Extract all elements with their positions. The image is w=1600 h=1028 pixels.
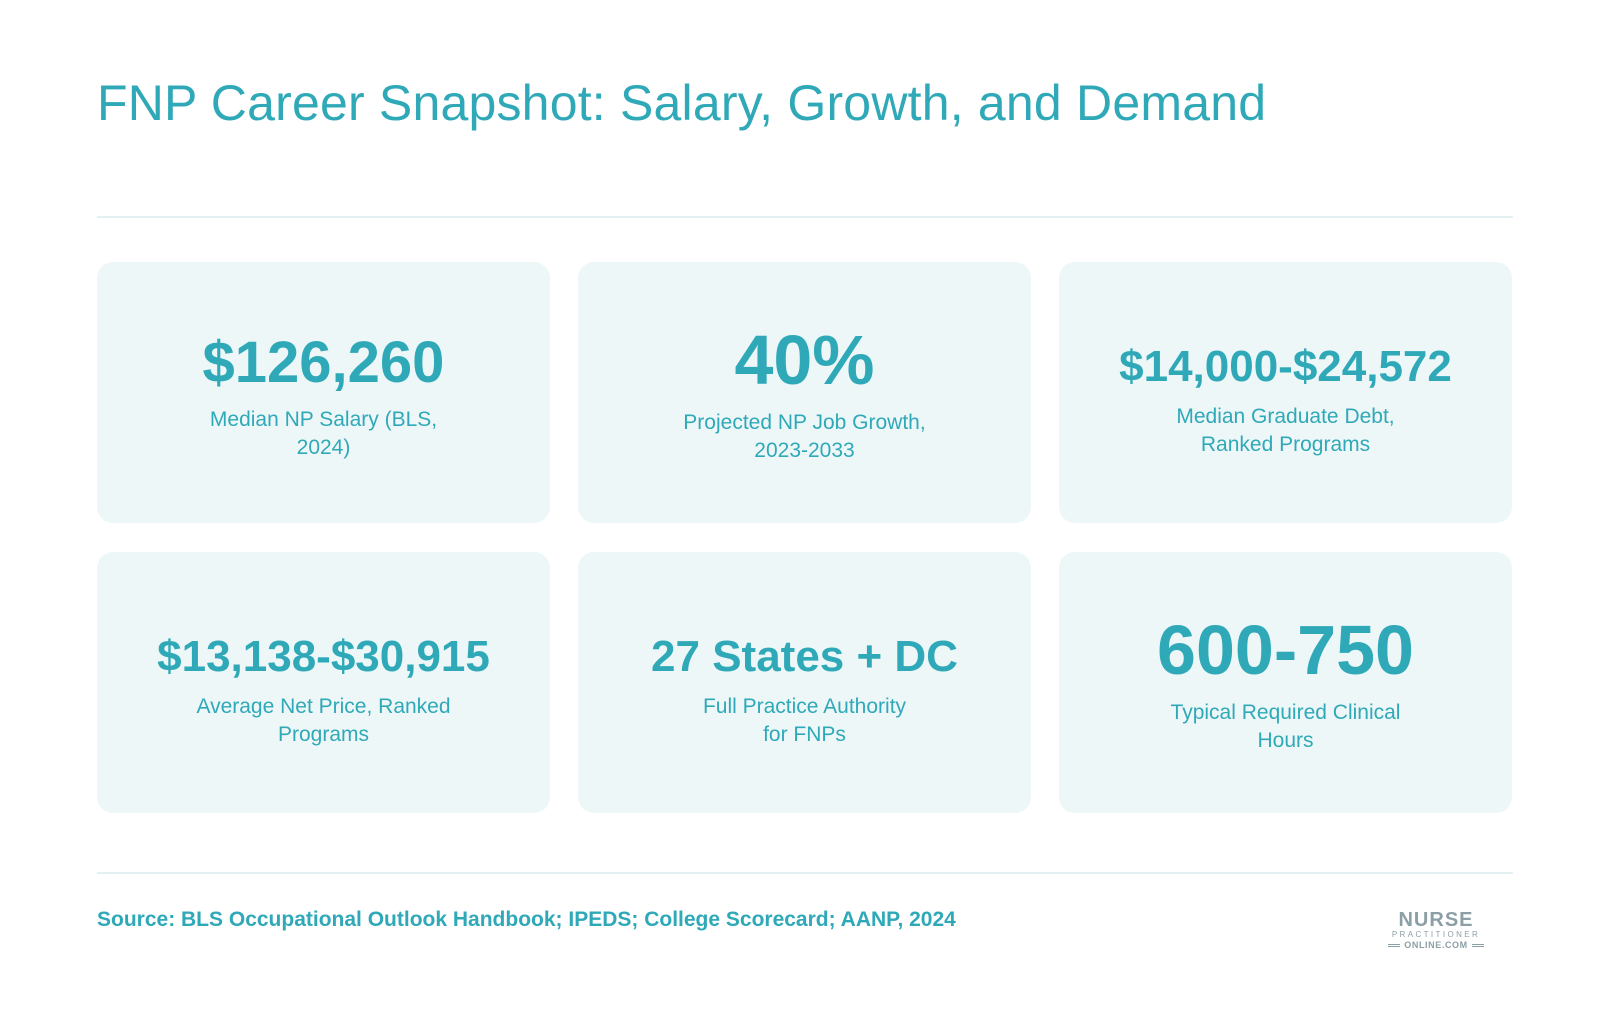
top-divider <box>97 216 1513 218</box>
stat-card-job-growth: 40% Projected NP Job Growth, 2023-2033 <box>578 262 1031 523</box>
page-title: FNP Career Snapshot: Salary, Growth, and… <box>97 75 1267 131</box>
stat-label: Typical Required Clinical Hours <box>1170 700 1401 752</box>
logo-subline: PRACTITIONER <box>1391 930 1481 939</box>
stat-value: $13,138-$30,915 <box>157 631 490 681</box>
bottom-divider <box>97 872 1513 874</box>
logo-domain-text: ONLINE.COM <box>1404 940 1468 950</box>
stat-label: Projected NP Job Growth, 2023-2033 <box>683 410 926 462</box>
stats-grid: $126,260 Median NP Salary (BLS, 2024) 40… <box>97 262 1513 813</box>
logo-dash-icon <box>1388 944 1401 947</box>
stat-card-graduate-debt: $14,000-$24,572 Median Graduate Debt, Ra… <box>1059 262 1512 523</box>
stat-value: $126,260 <box>202 329 445 395</box>
logo-dash-icon <box>1471 944 1484 947</box>
stat-label: Median Graduate Debt, Ranked Programs <box>1176 404 1395 456</box>
stat-value: 600-750 <box>1157 610 1414 689</box>
brand-logo: NURSE PRACTITIONER ONLINE.COM <box>1376 910 1496 951</box>
stat-label: Average Net Price, Ranked Programs <box>196 694 451 746</box>
logo-wordmark: NURSE <box>1398 909 1474 931</box>
stat-card-median-salary: $126,260 Median NP Salary (BLS, 2024) <box>97 262 550 523</box>
source-note: Source: BLS Occupational Outlook Handboo… <box>97 908 956 931</box>
stat-label: Full Practice Authority for FNPs <box>702 694 907 746</box>
logo-domain: ONLINE.COM <box>1376 940 1496 951</box>
stat-card-practice-authority: 27 States + DC Full Practice Authority f… <box>578 552 1031 813</box>
stat-value: $14,000-$24,572 <box>1119 341 1452 391</box>
stat-value: 27 States + DC <box>651 631 958 681</box>
stat-value: 40% <box>734 320 875 399</box>
stat-card-net-price: $13,138-$30,915 Average Net Price, Ranke… <box>97 552 550 813</box>
stat-label: Median NP Salary (BLS, 2024) <box>209 407 438 459</box>
stat-card-clinical-hours: 600-750 Typical Required Clinical Hours <box>1059 552 1512 813</box>
